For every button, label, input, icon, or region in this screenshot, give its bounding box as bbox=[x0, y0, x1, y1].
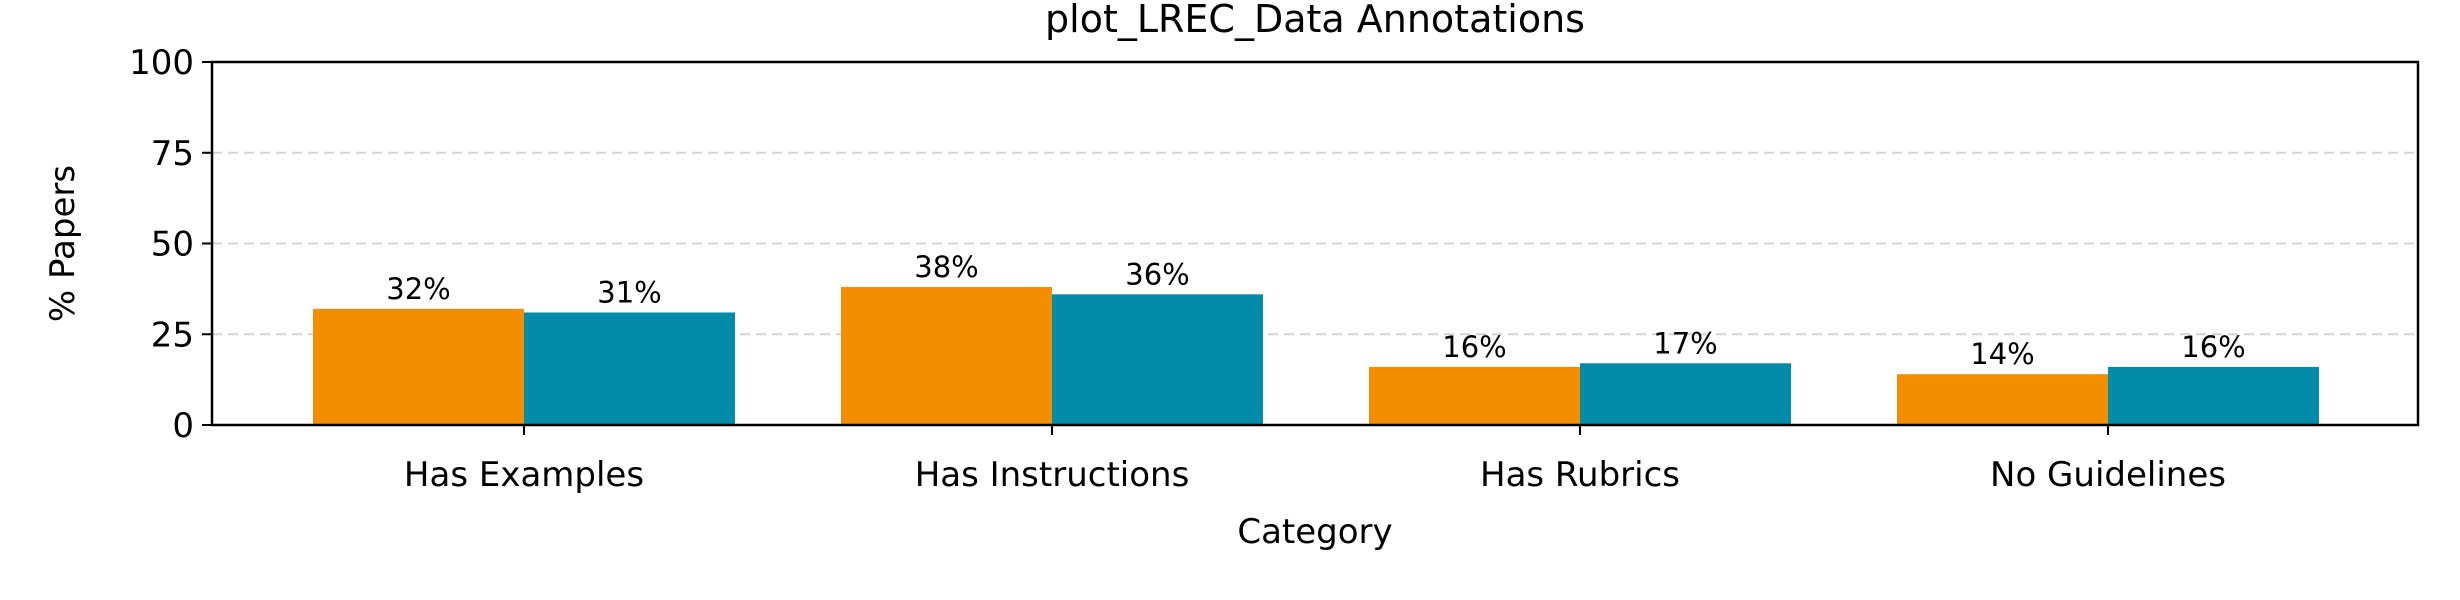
bar bbox=[2108, 366, 2319, 425]
bar bbox=[1580, 363, 1791, 425]
bar bbox=[1369, 366, 1580, 425]
data-label: 38% bbox=[914, 250, 978, 284]
data-label: 16% bbox=[2181, 330, 2245, 364]
x-tick-label: Has Rubrics bbox=[1480, 455, 1680, 495]
x-tick-label: No Guidelines bbox=[1990, 455, 2226, 495]
y-tick-label: 50 bbox=[151, 225, 194, 265]
data-label: 36% bbox=[1125, 257, 1189, 291]
data-label: 14% bbox=[1970, 337, 2034, 371]
x-axis-label: Category bbox=[1237, 512, 1392, 552]
data-label: 16% bbox=[1442, 330, 1506, 364]
bar bbox=[313, 308, 524, 425]
bar bbox=[841, 287, 1052, 425]
y-tick-label: 25 bbox=[151, 315, 194, 355]
data-label: 32% bbox=[386, 272, 450, 306]
x-tick-label: Has Instructions bbox=[915, 455, 1190, 495]
x-axis-ticks: Has Examples Has Instructions Has Rubrics N… bbox=[404, 425, 2226, 495]
chart-title: plot_LREC_Data Annotations bbox=[1045, 0, 1585, 41]
bar bbox=[1897, 374, 2108, 425]
y-axis-label: % Papers bbox=[43, 165, 83, 322]
grid-lines bbox=[212, 151, 2418, 336]
data-label: 17% bbox=[1653, 326, 1717, 360]
bar bbox=[524, 312, 735, 425]
x-tick-label: Has Examples bbox=[404, 455, 644, 495]
data-labels: 32% 31% 38% 36% 16% 17% 14% 16% bbox=[386, 250, 2245, 371]
y-tick-label: 100 bbox=[129, 43, 194, 83]
bar bbox=[1052, 294, 1263, 425]
y-tick-label: 75 bbox=[151, 134, 194, 174]
y-axis-ticks: 0 25 50 75 100 bbox=[129, 43, 212, 446]
y-tick-label: 0 bbox=[172, 406, 194, 446]
data-label: 31% bbox=[597, 275, 661, 309]
bars bbox=[313, 287, 2319, 425]
